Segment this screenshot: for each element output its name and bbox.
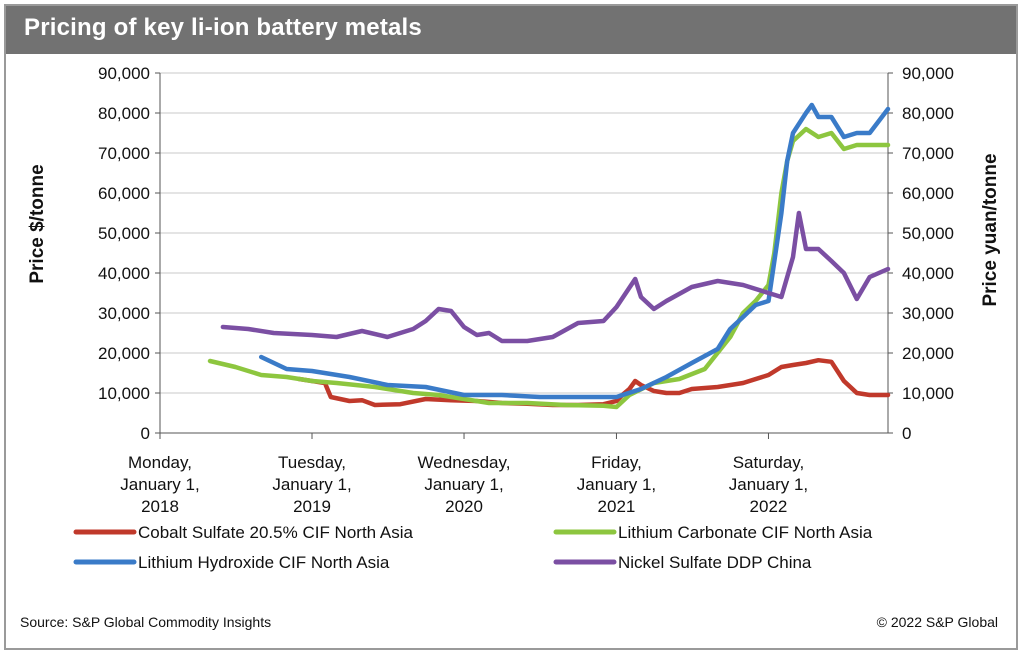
x-tick-label-line: January 1, — [272, 475, 351, 494]
x-tick-label-line: 2021 — [598, 497, 636, 516]
y2-tick-label: 40,000 — [902, 264, 954, 283]
y-axis-ticks: 0 10,000 20,000 30,000 40,000 50,000 60,000 70,… — [98, 64, 150, 443]
x-tick-label-line: January 1, — [120, 475, 199, 494]
y2-tick-label: 30,000 — [902, 304, 954, 323]
x-tick-label: Tuesday, January 1, 2019 — [272, 453, 351, 516]
y-axis-label: Price $/tonne — [27, 164, 48, 283]
chart-title: Pricing of key li-ion battery metals — [24, 14, 422, 41]
x-tick-label-line: Saturday, — [733, 453, 805, 472]
series-line-4 — [220, 210, 891, 344]
x-tick-label: Friday, January 1, 2021 — [577, 453, 656, 516]
x-tick-label-line: Monday, — [128, 453, 192, 472]
title-bar: Pricing of key li-ion battery metals — [6, 6, 1016, 54]
y2-tick-label: 0 — [902, 424, 911, 443]
y-tick-label: 40,000 — [98, 264, 150, 283]
x-tick-label-line: January 1, — [729, 475, 808, 494]
series-line-1 — [296, 357, 891, 408]
y-tick-label: 10,000 — [98, 384, 150, 403]
series-line-2 — [207, 126, 891, 410]
y2-tick-label: 20,000 — [902, 344, 954, 363]
y-tick-label: 50,000 — [98, 224, 150, 243]
series-lines — [207, 102, 891, 410]
x-tick-label-line: January 1, — [577, 475, 656, 494]
y-tick-label: 60,000 — [98, 184, 150, 203]
y2-axis-label: Price yuan/tonne — [980, 153, 1001, 306]
axes — [155, 72, 893, 439]
y2-tick-label: 60,000 — [902, 184, 954, 203]
legend-label: Lithium Hydroxide CIF North Asia — [138, 553, 390, 572]
y2-axis-ticks: 0 10,000 20,000 30,000 40,000 50,000 60,000 70,… — [902, 64, 954, 443]
x-tick-label-line: 2022 — [750, 497, 788, 516]
y2-tick-label: 80,000 — [902, 104, 954, 123]
x-tick-label-line: Wednesday, — [418, 453, 511, 472]
y-tick-label: 30,000 — [98, 304, 150, 323]
x-tick-label: Monday, January 1, 2018 — [120, 453, 199, 516]
y-tick-label: 90,000 — [98, 64, 150, 83]
x-tick-label-line: Friday, — [591, 453, 642, 472]
legend-label: Lithium Carbonate CIF North Asia — [618, 523, 873, 542]
y2-tick-label: 70,000 — [902, 144, 954, 163]
x-tick-label-line: 2020 — [445, 497, 483, 516]
y-tick-label: 20,000 — [98, 344, 150, 363]
x-axis-ticks: Monday, January 1, 2018 Tuesday, January 1, 2… — [120, 453, 808, 516]
x-tick-label: Saturday, January 1, 2022 — [729, 453, 808, 516]
y2-tick-label: 10,000 — [902, 384, 954, 403]
x-tick-label-line: Tuesday, — [278, 453, 346, 472]
y2-tick-label: 50,000 — [902, 224, 954, 243]
x-tick-label-line: January 1, — [424, 475, 503, 494]
legend: Cobalt Sulfate 20.5% CIF North Asia Lithi… — [73, 523, 873, 572]
legend-label: Nickel Sulfate DDP China — [618, 553, 812, 572]
series-line-3 — [258, 102, 891, 400]
y-tick-label: 70,000 — [98, 144, 150, 163]
y-tick-label: 0 — [141, 424, 150, 443]
legend-label: Cobalt Sulfate 20.5% CIF North Asia — [138, 523, 414, 542]
copyright-note: © 2022 S&P Global — [876, 614, 998, 630]
x-tick-label-line: 2018 — [141, 497, 179, 516]
y-tick-label: 80,000 — [98, 104, 150, 123]
y2-tick-label: 90,000 — [902, 64, 954, 83]
x-tick-label-line: 2019 — [293, 497, 331, 516]
gridlines — [160, 72, 888, 394]
x-tick-label: Wednesday, January 1, 2020 — [418, 453, 511, 516]
chart-frame: Pricing of key li-ion battery metals — [4, 4, 1018, 650]
source-note: Source: S&P Global Commodity Insights — [20, 614, 272, 630]
